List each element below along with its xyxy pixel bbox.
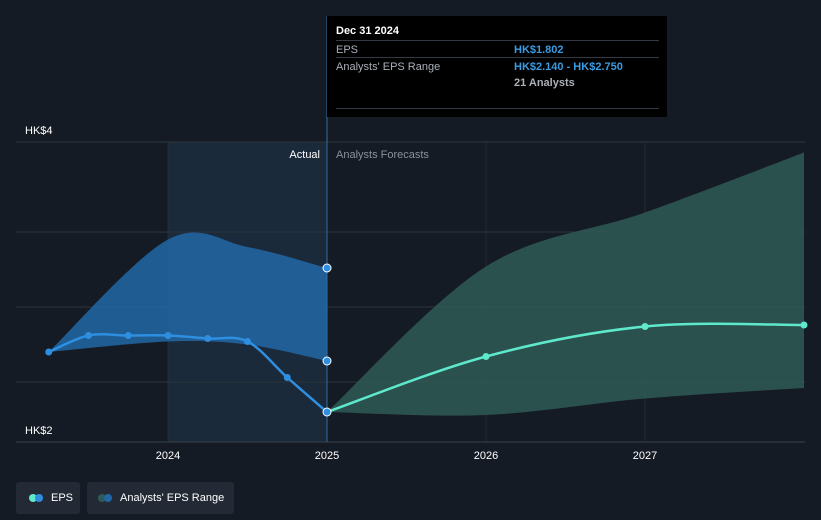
range-legend-icon: [98, 494, 112, 502]
legend-range-label: Analysts' EPS Range: [120, 492, 225, 504]
tooltip: Dec 31 2024 EPS HK$1.802 Analysts' EPS R…: [327, 16, 667, 117]
x-tick-label: 2027: [633, 450, 657, 462]
legend-eps-label: EPS: [51, 492, 74, 504]
eps-forecast-point: [800, 321, 808, 329]
legend-eps-button[interactable]: EPS: [16, 482, 80, 514]
eps-actual-point: [283, 374, 291, 381]
eps-forecast-line: [326, 322, 805, 414]
actual-label: Actual: [289, 149, 320, 161]
tooltip-analysts-row: 21 Analysts: [336, 74, 659, 91]
y-tick-label: HK$2: [25, 425, 53, 437]
x-tick-label: 2024: [156, 450, 180, 462]
range-low-point: [322, 356, 332, 366]
tooltip-date: Dec 31 2024: [336, 25, 399, 37]
eps-actual-point: [45, 348, 53, 356]
eps-actual-point: [204, 335, 212, 342]
legend-range-button[interactable]: Analysts' EPS Range: [87, 482, 234, 514]
eps-legend-icon: [29, 494, 43, 502]
eps-actual-point: [322, 407, 332, 417]
x-tick-label: 2025: [315, 450, 339, 462]
eps-forecast-point: [641, 323, 649, 330]
forecast-label: Analysts Forecasts: [336, 149, 429, 161]
eps-forecast-point: [482, 353, 490, 360]
x-tick-label: 2026: [474, 450, 498, 462]
tooltip-range-row: Analysts' EPS Range HK$2.140 - HK$2.750: [336, 57, 659, 75]
y-tick-label: HK$4: [25, 125, 53, 137]
tooltip-divider: [336, 108, 659, 109]
tooltip-eps-value: HK$1.802: [514, 44, 564, 56]
eps-actual-point: [244, 338, 251, 345]
tooltip-eps-label: EPS: [336, 44, 359, 56]
forecast-range-area: [327, 152, 804, 416]
eps-actual-point: [85, 332, 92, 339]
eps-actual-point: [164, 332, 172, 339]
tooltip-eps-row: EPS HK$1.802: [336, 40, 659, 58]
eps-actual-point: [124, 332, 132, 339]
actual-range-area: [48, 232, 327, 361]
tooltip-range-value: HK$2.140 - HK$2.750: [514, 61, 623, 73]
range-high-point: [322, 263, 332, 273]
tooltip-analysts: 21 Analysts: [514, 77, 575, 89]
tooltip-range-label: Analysts' EPS Range: [336, 61, 441, 73]
